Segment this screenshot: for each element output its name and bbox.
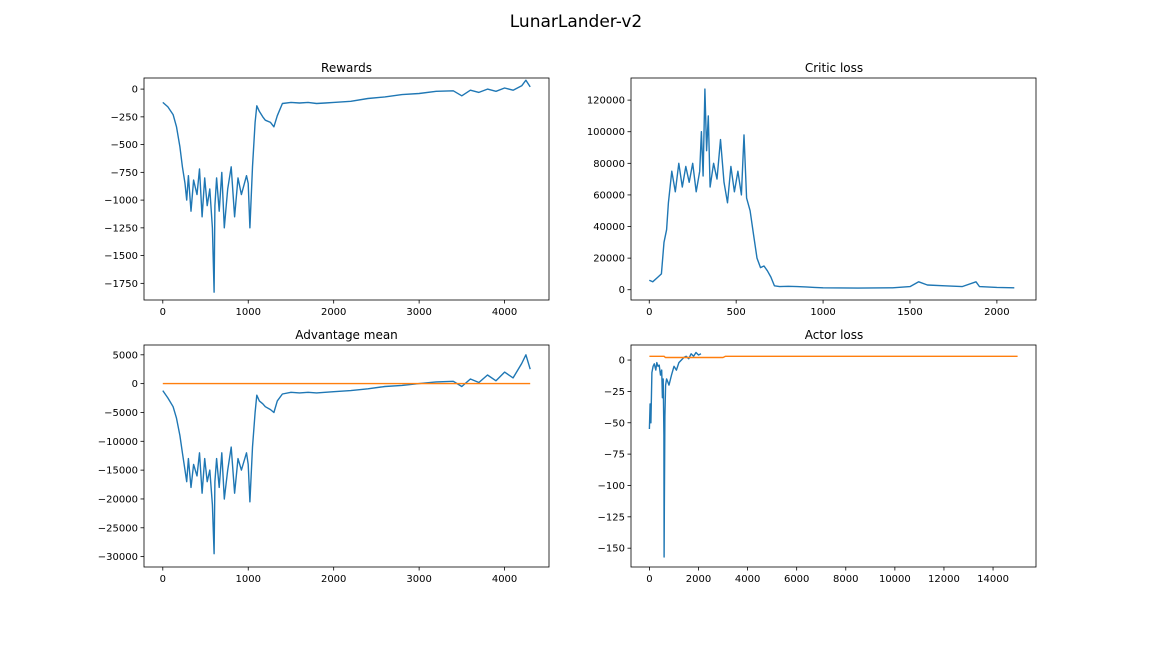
actor-loss-ytick-label: −150 <box>598 544 625 555</box>
critic-loss-frame <box>630 77 1037 301</box>
rewards-ytick-label: 0 <box>132 85 138 96</box>
rewards-frame <box>143 77 550 301</box>
advantage-mean-xtick-label: 0 <box>160 574 166 585</box>
actor-loss-axes: Actor loss 0 2000 4000 6000 8000 10000 12000 14… <box>598 328 1037 585</box>
advantage-mean-xtick-label: 4000 <box>492 574 517 585</box>
actor-loss-title: Actor loss <box>805 328 864 342</box>
critic-loss-xtick-label: 0 <box>646 307 652 318</box>
critic-loss-ytick-label: 120000 <box>587 96 625 107</box>
actor-loss-lines <box>648 351 1018 558</box>
critic-loss-xtick-label: 1000 <box>810 307 835 318</box>
actor-loss-xtick-label: 2000 <box>686 574 711 585</box>
actor-loss-xtick-label: 8000 <box>833 574 858 585</box>
rewards-ytick-label: −1000 <box>104 196 138 207</box>
rewards-xtick-label: 0 <box>160 307 166 318</box>
actor-loss-ytick-label: −50 <box>604 418 625 429</box>
rewards-ytick-label: −750 <box>111 168 138 179</box>
advantage-mean-title: Advantage mean <box>295 328 398 342</box>
actor-loss-frame <box>630 344 1037 568</box>
critic-loss-series-line-1 <box>649 88 1015 289</box>
actor-loss-ytick-label: −125 <box>598 512 625 523</box>
critic-loss-ytick-label: 40000 <box>593 222 625 233</box>
rewards-xtick-label: 4000 <box>492 307 517 318</box>
actor-loss-xtick-label: 14000 <box>977 574 1009 585</box>
critic-loss-axes: Critic loss 0 500 1000 1500 2000020000400006… <box>587 61 1037 318</box>
actor-loss-ytick-label: −100 <box>598 481 625 492</box>
critic-loss-ytick-label: 60000 <box>593 190 625 201</box>
advantage-mean-xtick-label: 3000 <box>406 574 431 585</box>
actor-loss-xtick-label: 10000 <box>879 574 911 585</box>
advantage-mean-xtick-label: 2000 <box>321 574 346 585</box>
rewards-axes: Rewards 0 1000 2000 3000 4000 0 −250 −500 −750 −1… <box>104 61 550 318</box>
critic-loss-ytick-label: 0 <box>619 285 625 296</box>
advantage-mean-ytick-label: −30000 <box>98 552 138 563</box>
actor-loss-series-line-2 <box>649 355 1018 359</box>
actor-loss-xtick-label: 6000 <box>784 574 809 585</box>
rewards-ytick-label: −250 <box>111 112 138 123</box>
actor-loss-ytick-label: −25 <box>604 387 625 398</box>
critic-loss-ytick-label: 100000 <box>587 127 625 138</box>
actor-loss-xtick-label: 4000 <box>735 574 760 585</box>
advantage-mean-axes: Advantage mean 0 1000 2000 3000 4000 5000 0 −50… <box>98 328 550 585</box>
critic-loss-ytick-label: 80000 <box>593 159 625 170</box>
advantage-mean-ytick-label: −15000 <box>98 466 138 477</box>
advantage-mean-ytick-label: −20000 <box>98 494 138 505</box>
advantage-mean-ytick-label: −10000 <box>98 437 138 448</box>
figure-suptitle: LunarLander-v2 <box>510 12 643 32</box>
advantage-mean-frame <box>143 344 550 568</box>
actor-loss-ytick-label: 0 <box>619 356 625 367</box>
advantage-mean-series-line-1 <box>162 354 531 555</box>
advantage-mean-ytick-label: 5000 <box>113 350 138 361</box>
rewards-ytick-label: −1500 <box>104 251 138 262</box>
actor-loss-xtick-label: 0 <box>646 574 652 585</box>
rewards-xtick-label: 3000 <box>406 307 431 318</box>
rewards-ytick-label: −500 <box>111 140 138 151</box>
advantage-mean-ytick-label: 0 <box>132 379 138 390</box>
critic-loss-lines <box>649 88 1015 289</box>
critic-loss-xtick-label: 1500 <box>897 307 922 318</box>
rewards-xtick-label: 2000 <box>321 307 346 318</box>
rewards-title: Rewards <box>321 61 372 75</box>
advantage-mean-lines <box>162 354 531 555</box>
rewards-ytick-label: −1750 <box>104 279 138 290</box>
critic-loss-xtick-label: 2000 <box>984 307 1009 318</box>
critic-loss-ytick-label: 20000 <box>593 254 625 265</box>
advantage-mean-ytick-label: −25000 <box>98 523 138 534</box>
critic-loss-ticks: 0 500 1000 1500 2000020000400006000080000100… <box>587 96 1010 318</box>
rewards-series-line-1 <box>162 79 531 293</box>
actor-loss-ytick-label: −75 <box>604 450 625 461</box>
advantage-mean-ticks: 0 1000 2000 3000 4000 5000 0 −5000 −10000 −15000 −… <box>98 350 517 585</box>
advantage-mean-ytick-label: −5000 <box>104 408 138 419</box>
rewards-lines <box>162 79 531 293</box>
actor-loss-xtick-label: 12000 <box>928 574 960 585</box>
critic-loss-xtick-label: 500 <box>727 307 746 318</box>
rewards-ytick-label: −1250 <box>104 223 138 234</box>
rewards-xtick-label: 1000 <box>236 307 261 318</box>
advantage-mean-xtick-label: 1000 <box>236 574 261 585</box>
rewards-ticks: 0 1000 2000 3000 4000 0 −250 −500 −750 −1000 −1250… <box>104 85 517 318</box>
critic-loss-title: Critic loss <box>805 61 863 75</box>
actor-loss-ticks: 0 2000 4000 6000 8000 10000 12000 14000 0 −25 −50 −… <box>598 356 1009 585</box>
